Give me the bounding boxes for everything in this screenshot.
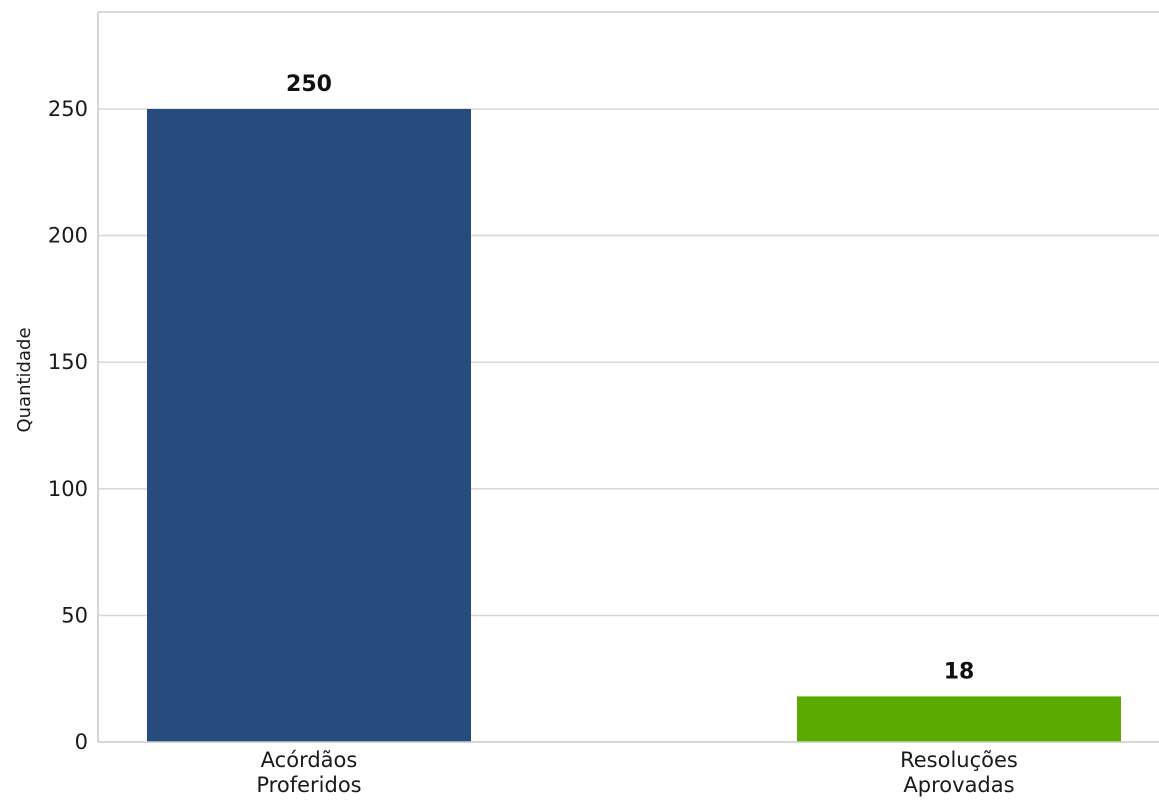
data-labels: 250 18	[286, 72, 974, 684]
x-axis-ticks: Acórdãos Proferidos Resoluções Aprovadas	[256, 748, 1017, 797]
bar-1	[797, 696, 1121, 742]
y-tick-label-150: 150	[48, 350, 88, 374]
bars	[147, 109, 1121, 742]
y-tick-label-250: 250	[48, 97, 88, 121]
y-tick-label-200: 200	[48, 224, 88, 248]
y-tick-label-50: 50	[61, 603, 88, 627]
y-axis-ticks: 0 50 100 150 200 250	[48, 97, 88, 754]
plot-frame	[97, 11, 1159, 743]
x-tick-label-line: Acórdãos	[261, 748, 358, 772]
x-tick-label-0: Acórdãos Proferidos	[256, 748, 361, 797]
x-tick-label-line: Resoluções	[900, 748, 1018, 772]
x-tick-label-line: Aprovadas	[903, 773, 1014, 797]
y-tick-label-100: 100	[48, 477, 88, 501]
x-tick-label-line: Proferidos	[256, 773, 361, 797]
y-axis-title: Quantidade	[14, 327, 35, 432]
bar-value-label-1: 18	[944, 659, 975, 684]
bar-0	[147, 109, 471, 742]
y-tick-label-0: 0	[75, 730, 88, 754]
bar-value-label-0: 250	[286, 72, 332, 97]
x-tick-label-1: Resoluções Aprovadas	[900, 748, 1018, 797]
